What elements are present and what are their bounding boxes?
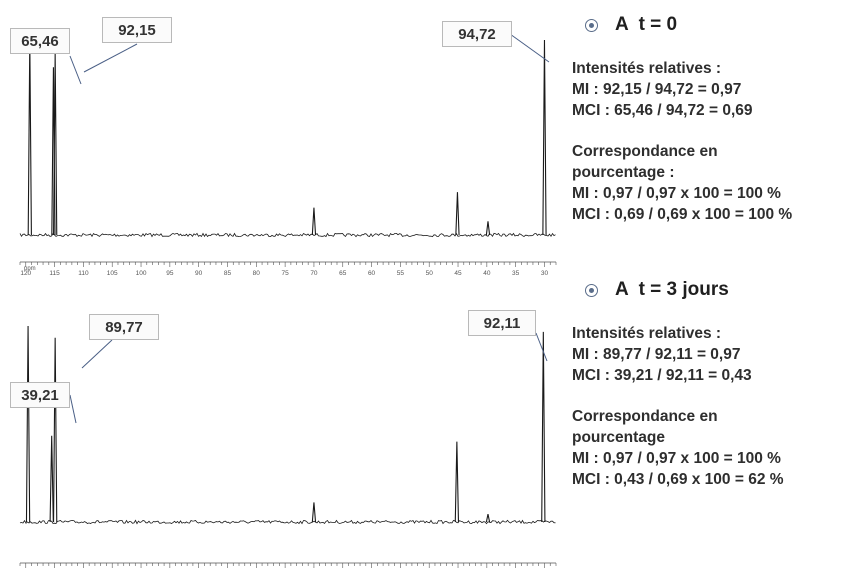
intensities-t3-mci: MCI : 39,21 / 92,11 = 0,43 bbox=[572, 367, 752, 384]
percent-t3-mi: MI : 0,97 / 0,97 x 100 = 100 % bbox=[572, 450, 781, 467]
peak-label-ref-t3: 92,11 bbox=[468, 310, 536, 336]
tick-label-95: 95 bbox=[166, 270, 174, 277]
leader-line bbox=[69, 394, 77, 424]
peak-label-mi-t3: 89,77 bbox=[89, 314, 159, 340]
peak-2-3 bbox=[53, 337, 58, 523]
percent-t0: Correspondance en pourcentage : MI : 0,9… bbox=[572, 141, 867, 225]
percent-t3: Correspondance en pourcentage MI : 0,97 … bbox=[572, 406, 867, 490]
leader-line bbox=[535, 332, 548, 362]
tick-label-45: 45 bbox=[454, 270, 462, 277]
bullet-icon bbox=[585, 283, 598, 297]
peak-1-1 bbox=[27, 39, 32, 236]
peak-2-7 bbox=[541, 331, 546, 523]
panel-t3: A t = 3 jours Intensités relatives : MI … bbox=[572, 279, 867, 490]
tick-label-50: 50 bbox=[426, 270, 434, 277]
leader-line bbox=[83, 43, 138, 73]
heading-t0-text: A t = 0 bbox=[615, 14, 678, 35]
peak-1-6 bbox=[485, 221, 491, 236]
tick-label-115: 115 bbox=[49, 270, 60, 277]
peak-1-7 bbox=[542, 39, 547, 236]
peak-1-4 bbox=[311, 207, 317, 236]
tick-label-40: 40 bbox=[483, 270, 491, 277]
intensities-t0: Intensités relatives : MI : 92,15 / 94,7… bbox=[572, 58, 867, 121]
heading-t3: A t = 3 jours bbox=[572, 279, 867, 301]
tick-label-80: 80 bbox=[253, 270, 261, 277]
heading-t3-text: A t = 3 jours bbox=[615, 279, 729, 300]
tick-label-120: 120 bbox=[20, 270, 31, 277]
tick-label-30: 30 bbox=[541, 270, 549, 277]
percent-t3-title2: pourcentage bbox=[572, 429, 666, 446]
percent-t0-mci: MCI : 0,69 / 0,69 x 100 = 100 % bbox=[572, 206, 793, 223]
peak-2-6 bbox=[485, 514, 491, 523]
tick-label-70: 70 bbox=[310, 270, 318, 277]
intensities-t3-mi: MI : 89,77 / 92,11 = 0,97 bbox=[572, 346, 741, 363]
intensities-t3-title: Intensités relatives : bbox=[572, 325, 722, 342]
tick-label-35: 35 bbox=[512, 270, 520, 277]
peak-2-4 bbox=[311, 502, 317, 523]
peak-label-mci-t3: 39,21 bbox=[10, 382, 70, 408]
intensities-t0-title: Intensités relatives : bbox=[572, 60, 722, 77]
peak-label-mi-t0: 92,15 bbox=[102, 17, 172, 43]
percent-t0-mi: MI : 0,97 / 0,97 x 100 = 100 % bbox=[572, 185, 781, 202]
leader-line bbox=[81, 339, 113, 369]
leader-line bbox=[69, 55, 82, 85]
intensities-t3: Intensités relatives : MI : 89,77 / 92,1… bbox=[572, 323, 867, 386]
baseline-trace bbox=[19, 232, 556, 238]
tick-label-110: 110 bbox=[78, 270, 89, 277]
leader-line bbox=[509, 33, 550, 63]
baseline-trace bbox=[19, 519, 556, 525]
tick-label-90: 90 bbox=[195, 270, 203, 277]
tick-label-85: 85 bbox=[224, 270, 232, 277]
panel-t0: A t = 0 Intensités relatives : MI : 92,1… bbox=[572, 14, 867, 225]
percent-t3-title: Correspondance en bbox=[572, 408, 718, 425]
peak-2-2 bbox=[49, 435, 54, 523]
percent-t0-title2: pourcentage : bbox=[572, 164, 675, 181]
intensities-t0-mci: MCI : 65,46 / 94,72 = 0,69 bbox=[572, 102, 753, 119]
tick-label-100: 100 bbox=[136, 270, 147, 277]
bullet-icon bbox=[585, 18, 598, 32]
tick-label-75: 75 bbox=[282, 270, 290, 277]
heading-t0: A t = 0 bbox=[572, 14, 867, 36]
peak-2-1 bbox=[25, 325, 31, 523]
percent-t0-title: Correspondance en bbox=[572, 143, 718, 160]
tick-label-55: 55 bbox=[397, 270, 405, 277]
tick-label-105: 105 bbox=[107, 270, 118, 277]
peak-1-5 bbox=[455, 192, 460, 236]
peak-label-ref-t0: 94,72 bbox=[442, 21, 512, 47]
tick-label-60: 60 bbox=[368, 270, 376, 277]
tick-label-65: 65 bbox=[339, 270, 347, 277]
peak-2-5 bbox=[454, 441, 460, 523]
percent-t3-mci: MCI : 0,43 / 0,69 x 100 = 62 % bbox=[572, 471, 784, 488]
axis-unit-label: ppm bbox=[24, 266, 36, 272]
peak-label-mci-t0: 65,46 bbox=[10, 28, 70, 54]
intensities-t0-mi: MI : 92,15 / 94,72 = 0,97 bbox=[572, 81, 742, 98]
nmr-spectra: 120 115 110 105 100 95 90 85 80 75 70 65 60 55 50 45 40 3… bbox=[19, 33, 557, 568]
